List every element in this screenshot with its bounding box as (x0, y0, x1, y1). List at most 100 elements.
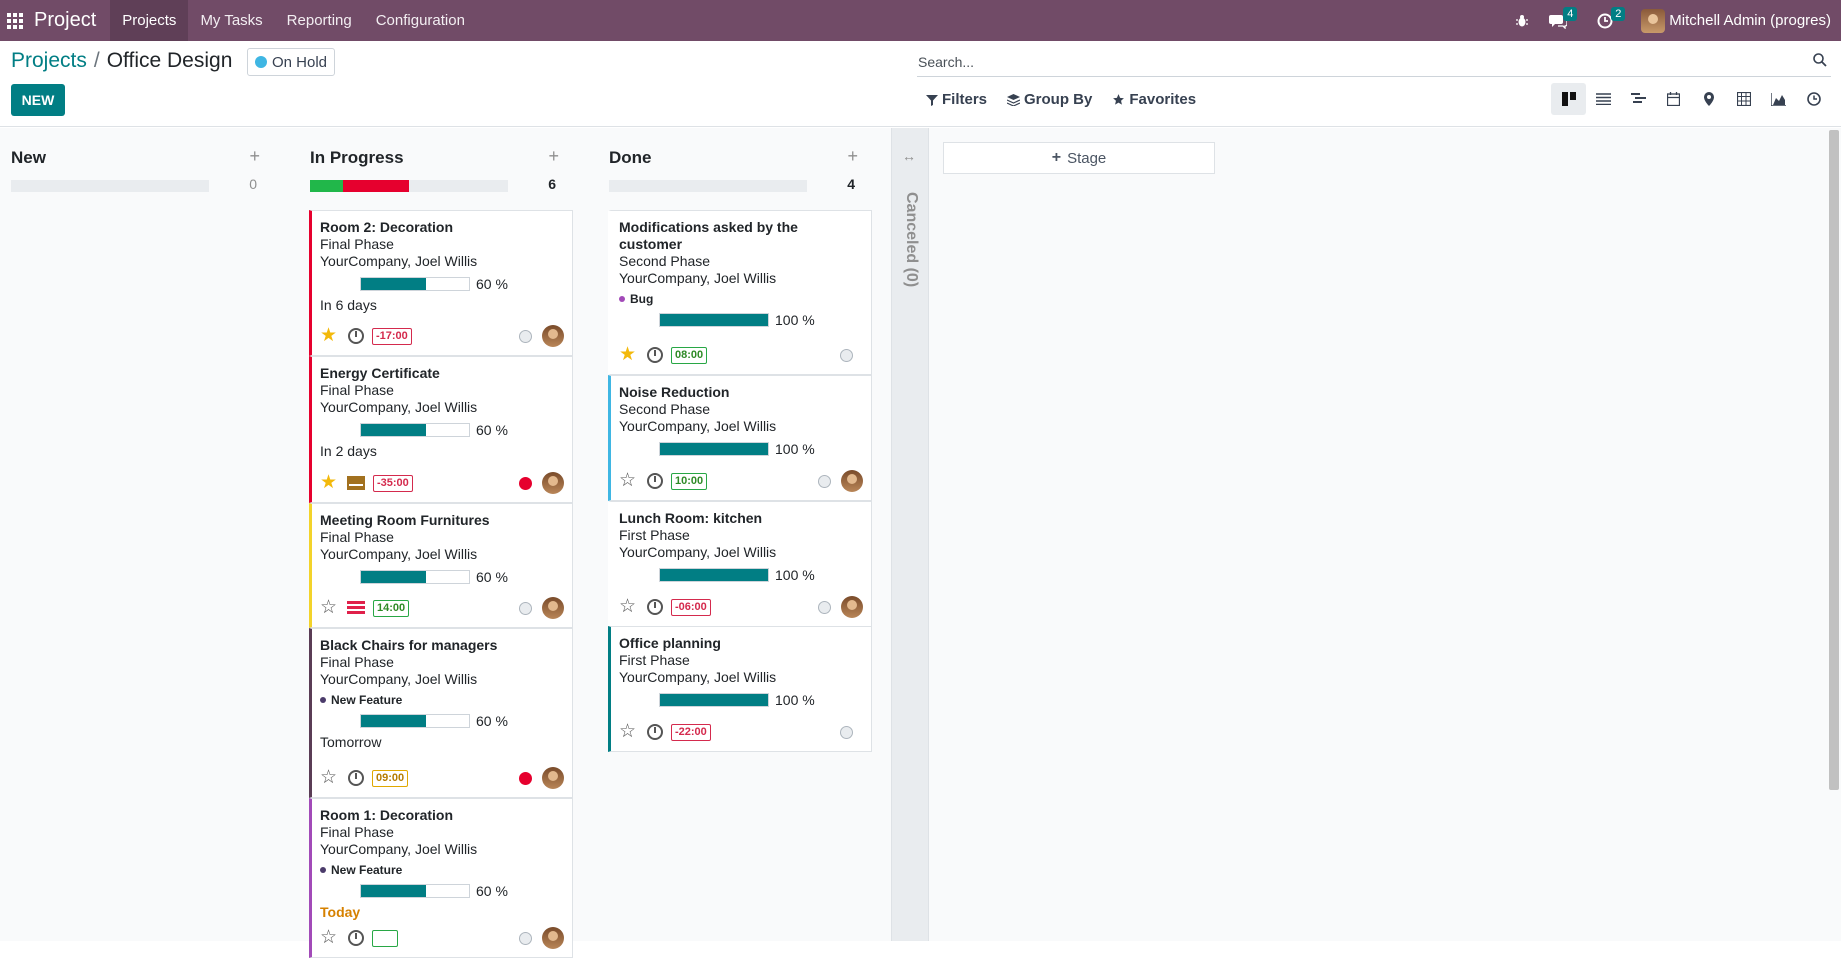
menu-my-tasks[interactable]: My Tasks (200, 12, 263, 29)
clock-icon[interactable] (647, 473, 663, 489)
calendar-view-icon[interactable] (1656, 83, 1691, 115)
column-progress-bar[interactable] (310, 180, 508, 192)
progress-fill (660, 569, 768, 581)
assignee-avatar[interactable] (841, 596, 863, 618)
kanban-state-icon[interactable] (818, 600, 831, 614)
task-progress: 60 % (360, 422, 564, 438)
task-card[interactable]: Energy Certificate Final Phase YourCompa… (309, 356, 573, 503)
priority-star-icon[interactable]: ☆ (320, 767, 338, 788)
task-card[interactable]: Room 2: Decoration Final Phase YourCompa… (309, 210, 573, 356)
priority-star-icon[interactable]: ☆ (619, 596, 637, 617)
task-stage: First Phase (619, 527, 690, 543)
kanban-state-icon[interactable] (840, 725, 853, 739)
task-card[interactable]: Noise Reduction Second Phase YourCompany… (608, 375, 872, 501)
tasks-icon[interactable] (347, 600, 365, 616)
priority-star-icon[interactable]: ★ (320, 472, 338, 493)
assignee-avatar[interactable] (841, 470, 863, 492)
kanban-state-icon[interactable] (818, 474, 831, 488)
task-title: Energy Certificate (320, 365, 440, 381)
add-stage-button[interactable]: + Stage (943, 142, 1215, 174)
clock-icon[interactable] (647, 724, 663, 740)
clock-icon[interactable] (647, 599, 663, 615)
task-card[interactable]: Office planning First Phase YourCompany,… (608, 626, 872, 752)
folded-column-canceled[interactable]: ↔ Canceled (0) (891, 128, 929, 941)
assignee-avatar[interactable] (542, 325, 564, 347)
activity-view-icon[interactable] (1796, 83, 1831, 115)
search-input[interactable] (917, 53, 1813, 70)
task-card[interactable]: Lunch Room: kitchen First Phase YourComp… (608, 501, 872, 627)
clock-icon[interactable] (348, 328, 364, 344)
assignee-avatar[interactable] (542, 767, 564, 789)
bug-icon[interactable] (1505, 0, 1539, 41)
task-card[interactable]: Modifications asked by the customer Seco… (608, 210, 872, 375)
priority-star-icon[interactable]: ★ (320, 325, 338, 346)
tag-label: New Feature (331, 693, 403, 707)
column-title[interactable]: New (11, 148, 46, 167)
task-progress: 60 % (360, 569, 564, 585)
quick-create-plus-icon[interactable]: + (847, 146, 858, 166)
map-view-icon[interactable] (1691, 83, 1726, 115)
quick-create-plus-icon[interactable]: + (249, 146, 260, 166)
allocated-time-badge: 14:00 (373, 599, 410, 617)
pivot-view-icon[interactable] (1726, 83, 1761, 115)
column-count: 6 (548, 176, 556, 192)
priority-star-icon[interactable]: ☆ (619, 721, 637, 742)
breadcrumb: Projects / Office Design (11, 49, 232, 73)
menu-projects[interactable]: Projects (110, 0, 189, 41)
expand-arrows-icon[interactable]: ↔ (902, 148, 916, 164)
kanban-state-icon[interactable] (519, 476, 532, 490)
envelope-icon[interactable] (347, 476, 365, 490)
search-icon[interactable] (1813, 53, 1827, 70)
kanban-state-icon[interactable] (519, 931, 532, 945)
graph-view-icon[interactable] (1761, 83, 1796, 115)
task-deadline: Tomorrow (320, 734, 382, 750)
progress-track (360, 714, 470, 728)
kanban-state-icon[interactable] (840, 348, 853, 362)
assignee-avatar[interactable] (542, 927, 564, 949)
task-card[interactable]: Room 1: Decoration Final Phase YourCompa… (309, 798, 573, 958)
filters-button[interactable]: Filters (926, 91, 987, 108)
kanban-state-icon[interactable] (519, 601, 532, 615)
card-footer: ☆ 10:00 (619, 470, 863, 492)
kanban-state-icon[interactable] (519, 329, 532, 343)
priority-star-icon[interactable]: ☆ (320, 927, 338, 948)
favorites-button[interactable]: Favorites (1112, 91, 1196, 108)
project-status-button[interactable]: On Hold (247, 48, 336, 76)
new-button[interactable]: NEW (11, 84, 65, 116)
column-title[interactable]: Done (609, 148, 652, 167)
app-brand[interactable]: Project (34, 9, 97, 31)
clock-icon[interactable] (348, 770, 364, 786)
column-progress-bar[interactable] (609, 180, 807, 192)
kanban-view-icon[interactable] (1551, 83, 1586, 115)
progress-percent: 60 % (476, 569, 508, 585)
chat-icon[interactable]: 4 (1539, 0, 1587, 41)
clock-icon[interactable] (348, 930, 364, 946)
allocated-time-badge (372, 929, 399, 947)
task-card[interactable]: Black Chairs for managers Final Phase Yo… (309, 628, 573, 798)
gantt-view-icon[interactable] (1621, 83, 1656, 115)
assignee-avatar[interactable] (542, 472, 564, 494)
kanban-state-icon[interactable] (519, 771, 532, 785)
priority-star-icon[interactable]: ☆ (320, 597, 338, 618)
activity-clock-icon[interactable]: 2 (1587, 0, 1635, 41)
card-footer: ☆ 09:00 (320, 767, 564, 789)
progress-segment[interactable] (310, 180, 343, 192)
messages-badge: 4 (1563, 7, 1578, 21)
column-title[interactable]: In Progress (310, 148, 404, 167)
breadcrumb-projects[interactable]: Projects (11, 49, 87, 72)
group-by-button[interactable]: Group By (1007, 91, 1092, 108)
assignee-avatar[interactable] (542, 597, 564, 619)
progress-segment[interactable] (343, 180, 409, 192)
user-menu[interactable]: Mitchell Admin (progres) (1635, 8, 1841, 33)
menu-configuration[interactable]: Configuration (375, 12, 465, 29)
menu-reporting[interactable]: Reporting (286, 12, 352, 29)
priority-star-icon[interactable]: ★ (619, 344, 637, 365)
priority-star-icon[interactable]: ☆ (619, 470, 637, 491)
quick-create-plus-icon[interactable]: + (548, 146, 559, 166)
task-card[interactable]: Meeting Room Furnitures Final Phase Your… (309, 503, 573, 628)
column-progress-bar[interactable] (11, 180, 209, 192)
clock-icon[interactable] (647, 347, 663, 363)
list-view-icon[interactable] (1586, 83, 1621, 115)
vertical-scrollbar[interactable] (1829, 130, 1839, 790)
apps-menu-icon[interactable] (0, 0, 30, 41)
